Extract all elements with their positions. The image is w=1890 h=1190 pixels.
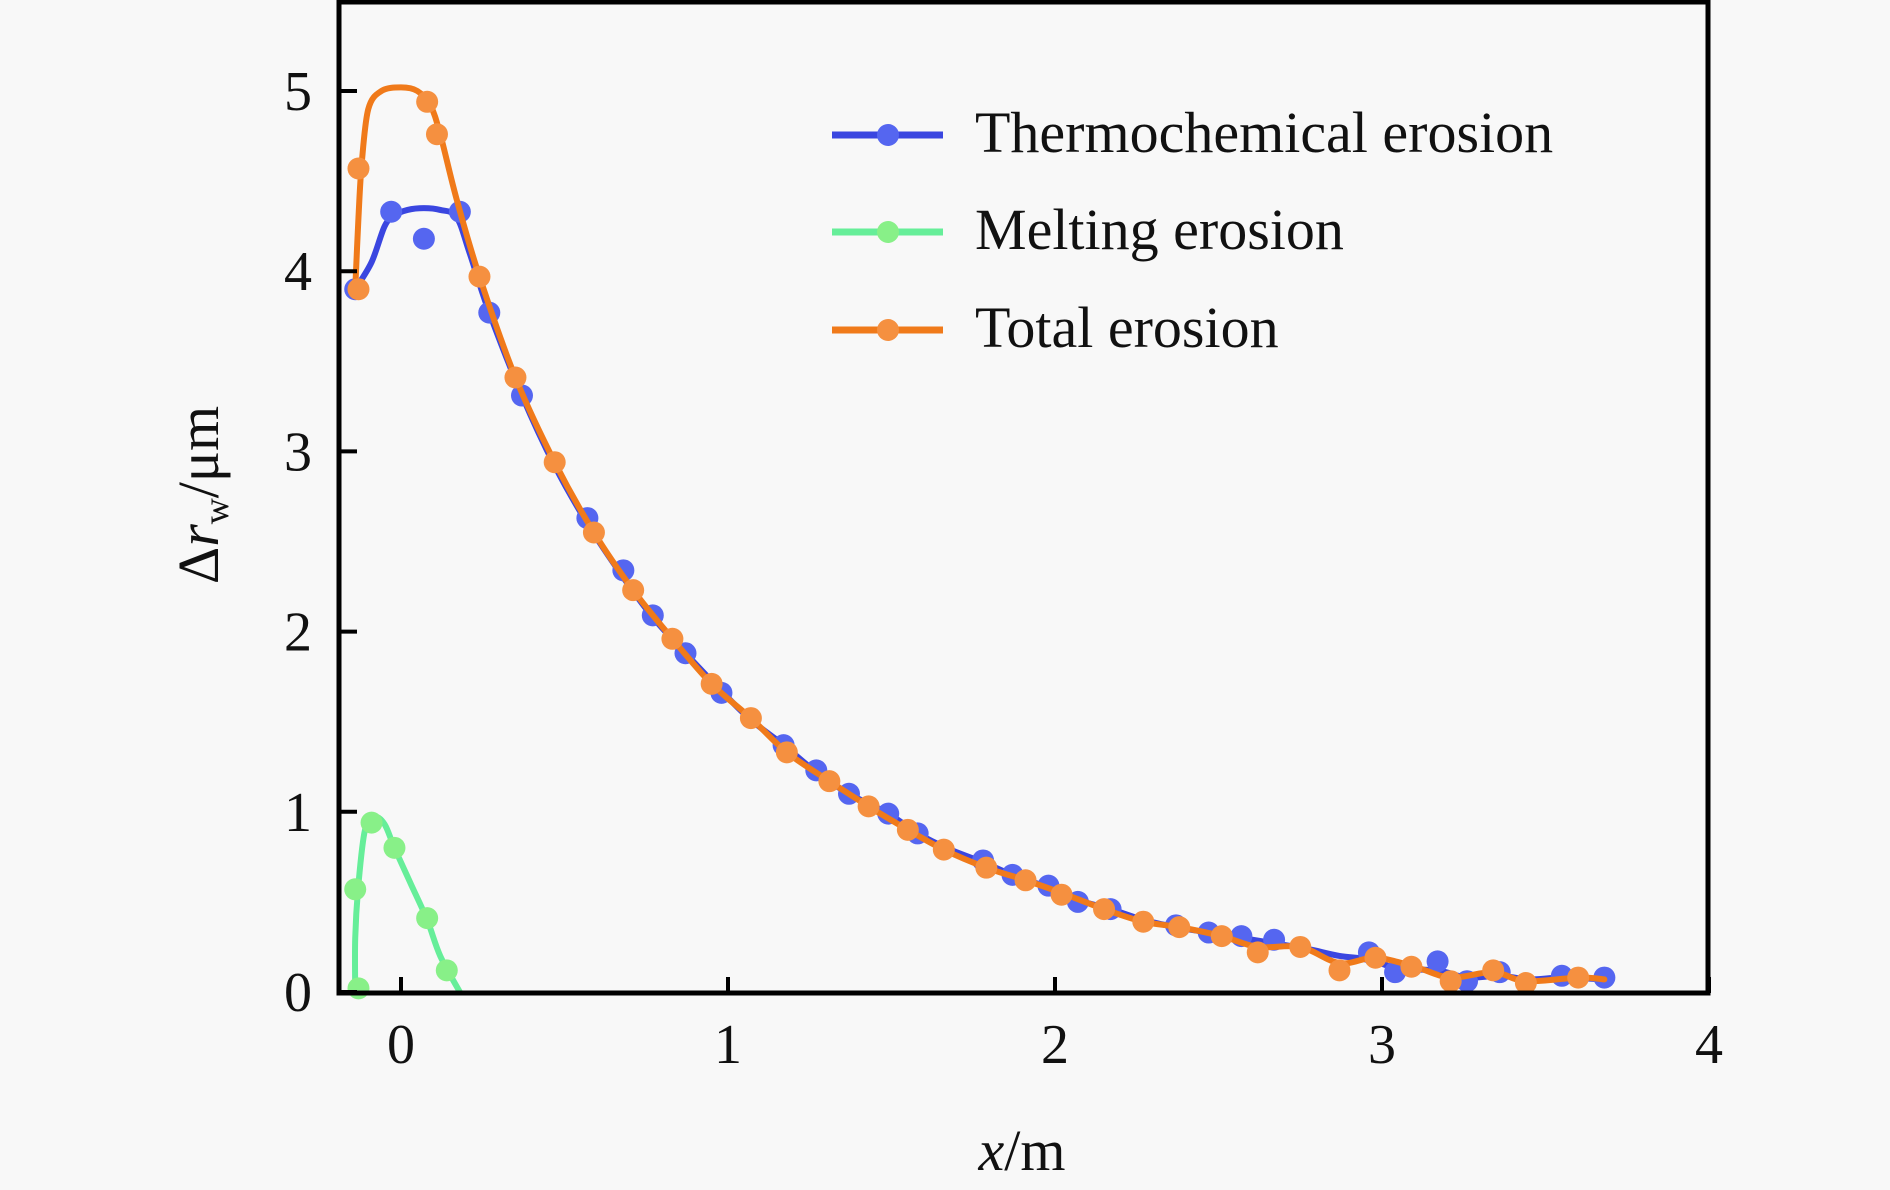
data-point-total [739, 707, 762, 730]
data-point-total [347, 278, 370, 301]
y-axis-label: Δrw/μm [166, 406, 236, 584]
data-point-total [622, 579, 645, 602]
data-point-total [857, 795, 880, 818]
legend-marker-total [877, 319, 899, 341]
data-point-total [1168, 916, 1191, 939]
data-point-total [1132, 910, 1155, 933]
x-tick-label: 0 [387, 1014, 415, 1076]
y-tick-label: 1 [284, 782, 312, 844]
data-point-total [1567, 966, 1590, 989]
y-tick-label: 0 [284, 962, 312, 1024]
data-point-total [582, 521, 605, 544]
data-point-melting [383, 836, 406, 859]
legend-item-thermochemical: Thermochemical erosion [832, 100, 1553, 165]
x-axis-label: x/m [978, 1118, 1066, 1183]
data-point-total [1364, 946, 1387, 969]
data-point-total [1093, 898, 1116, 921]
x-tick-label: 2 [1041, 1014, 1069, 1076]
ticks-layer: 0 1 2 3 4 0 1 2 3 4 5 [284, 61, 1723, 1076]
legend-label-melting: Melting erosion [975, 197, 1344, 262]
x-axis-label-unit: /m [1004, 1118, 1065, 1183]
data-point-total [1514, 971, 1537, 994]
data-point-melting [360, 811, 383, 834]
y-tick-label: 5 [284, 61, 312, 123]
data-point-melting [347, 977, 370, 1000]
y-tick-label: 4 [284, 241, 312, 303]
data-point-total [932, 838, 955, 861]
legend: Thermochemical erosion Melting erosion T… [832, 100, 1553, 360]
legend-marker-melting [877, 221, 899, 243]
legend-item-total: Total erosion [832, 295, 1279, 360]
data-point-thermochemical [1426, 950, 1449, 973]
legend-item-melting: Melting erosion [832, 197, 1344, 262]
series-melting [344, 811, 463, 1000]
data-point-total [416, 90, 439, 113]
data-point-total [1246, 941, 1269, 964]
data-point-total [1400, 955, 1423, 978]
data-point-thermochemical [380, 200, 403, 223]
x-tick-label: 1 [714, 1014, 742, 1076]
data-point-total [1014, 869, 1037, 892]
data-point-total [896, 818, 919, 841]
data-point-total [818, 770, 841, 793]
y-tick-label: 3 [284, 421, 312, 483]
y-axis-label-var: r [166, 524, 231, 547]
data-point-total [543, 451, 566, 474]
data-point-total [1439, 970, 1462, 993]
legend-marker-thermochemical [877, 124, 899, 146]
plot-frame [336, 0, 1711, 996]
y-axis-label-delta: Δ [166, 547, 231, 584]
data-point-melting [416, 907, 439, 930]
data-point-total [468, 265, 491, 288]
data-point-total [504, 366, 527, 389]
data-point-total [1210, 925, 1233, 948]
data-point-total [347, 157, 370, 180]
x-tick-label: 3 [1368, 1014, 1396, 1076]
series-total [347, 84, 1608, 994]
data-point-total [1289, 935, 1312, 958]
legend-label-thermochemical: Thermochemical erosion [975, 100, 1553, 165]
data-point-melting [344, 878, 367, 901]
data-point-total [1050, 883, 1073, 906]
data-point-total [1328, 959, 1351, 982]
data-point-melting [435, 959, 458, 982]
legend-label-total: Total erosion [975, 295, 1279, 360]
data-point-total [661, 627, 684, 650]
data-point-total [425, 123, 448, 146]
data-point-total [775, 741, 798, 764]
y-axis-label-sub: w [196, 498, 236, 524]
data-point-total [700, 672, 723, 695]
data-point-thermochemical [412, 227, 435, 250]
x-axis-label-var: x [978, 1118, 1005, 1183]
data-point-total [1482, 959, 1505, 982]
x-tick-label: 4 [1695, 1014, 1723, 1076]
series-layer [344, 84, 1616, 1000]
y-axis-label-unit: /μm [166, 406, 231, 498]
data-point-total [975, 856, 998, 879]
y-tick-label: 2 [284, 602, 312, 664]
